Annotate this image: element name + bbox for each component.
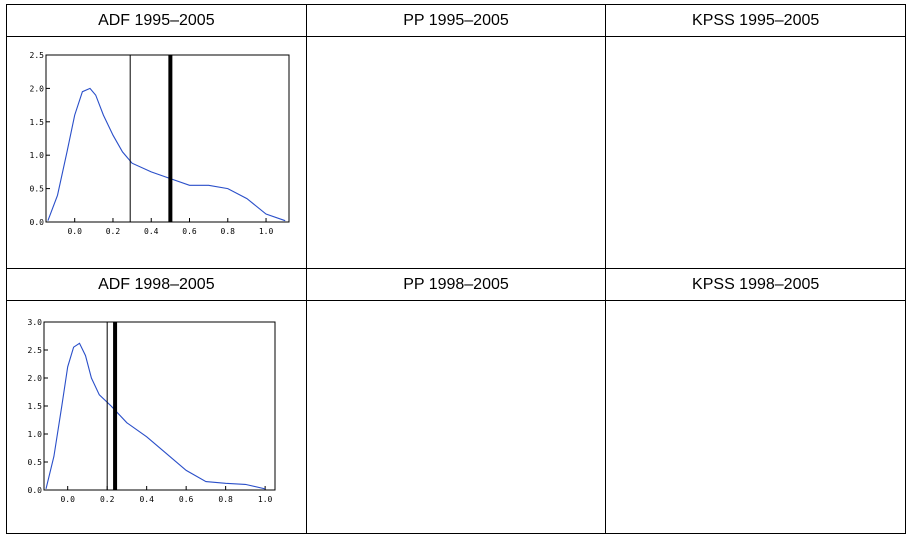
x-tick-label: 0.6 (179, 495, 194, 504)
x-tick-label: 0.8 (218, 495, 233, 504)
y-tick-label: 0.0 (30, 218, 45, 227)
y-tick-label: 1.5 (30, 118, 45, 127)
x-tick-label: 0.6 (182, 227, 197, 236)
x-tick-label: 1.0 (258, 495, 273, 504)
y-tick-label: 3.0 (28, 318, 43, 327)
y-tick-label: 2.0 (30, 84, 45, 93)
x-tick-label: 0.0 (60, 495, 75, 504)
chart-adf-1998: 0.0 0.5 1.0 1.5 2.0 2.5 3.0 0.0 0.2 0.4 0.6 0.8 1.0 (28, 318, 276, 504)
panel-title-adf-1995: ADF 1995–2005 (6, 4, 307, 37)
panel-kpss-1998: 0.00.20.40.60.81.01.21.40.00.20.40.60.81… (605, 300, 906, 534)
density-curve (47, 87, 286, 222)
panel-title-kpss-1995: KPSS 1995–2005 (605, 4, 906, 37)
plot-frame (43, 321, 276, 491)
y-tick-label: 2.5 (30, 51, 45, 60)
x-tick-label: 0.0 (67, 227, 82, 236)
chart-adf-1995: 0.0 0.5 1.0 1.5 2.0 2.5 0.0 0.2 0.4 0.6 0.8 1.0 (30, 51, 290, 236)
panel-title-pp-1995: PP 1995–2005 (305, 4, 607, 37)
panel-kpss-1995: 0.00.20.40.60.81.00.00.51.01.5 (605, 36, 906, 269)
panel-pp-1995: 0.00.51.01.52.02.50.00.20.40.60.81.0 (305, 36, 607, 269)
y-tick-label: 1.0 (28, 430, 43, 439)
y-tick-label: 1.5 (28, 402, 43, 411)
y-tick-label: 2.0 (28, 374, 43, 383)
y-tick-label: 0.5 (30, 185, 45, 194)
chart-pp-1998: 0.00.51.01.52.02.50.00.20.40.60.8 (307, 301, 606, 533)
x-tick-label: 0.2 (106, 227, 121, 236)
panel-adf-1998: 0.0 0.5 1.0 1.5 2.0 2.5 3.0 0.0 0.2 0.4 0.6 0.8 1.0 (6, 300, 307, 534)
panel-title-pp-1998: PP 1998–2005 (305, 268, 607, 301)
x-tick-label: 0.4 (139, 495, 154, 504)
panel-title-kpss-1998: KPSS 1998–2005 (605, 268, 906, 301)
panel-title-adf-1998: ADF 1998–2005 (6, 268, 307, 301)
chart-kpss-1998: 0.00.20.40.60.81.01.21.40.00.20.40.60.81… (606, 301, 905, 533)
panel-adf-1995: 0.0 0.5 1.0 1.5 2.0 2.5 0.0 0.2 0.4 0.6 0.8 1.0 (6, 36, 307, 269)
plot-frame (45, 54, 290, 223)
x-tick-label: 0.2 (100, 495, 115, 504)
y-tick-label: 0.0 (28, 486, 43, 495)
chart-kpss-1995: 0.00.20.40.60.81.00.00.51.01.5 (606, 37, 905, 268)
x-tick-label: 1.0 (259, 227, 274, 236)
chart-grid: ADF 1995–2005 PP 1995–2005 KPSS 1995–200… (6, 4, 906, 534)
x-tick-label: 0.8 (221, 227, 236, 236)
y-tick-label: 0.5 (28, 458, 43, 467)
chart-pp-1995: 0.00.51.01.52.02.50.00.20.40.60.81.0 (307, 37, 606, 268)
y-tick-label: 2.5 (28, 346, 43, 355)
y-tick-label: 1.0 (30, 151, 45, 160)
density-curve (45, 342, 266, 490)
x-tick-label: 0.4 (144, 227, 159, 236)
panel-pp-1998: 0.00.51.01.52.02.50.00.20.40.60.8 (305, 300, 607, 534)
